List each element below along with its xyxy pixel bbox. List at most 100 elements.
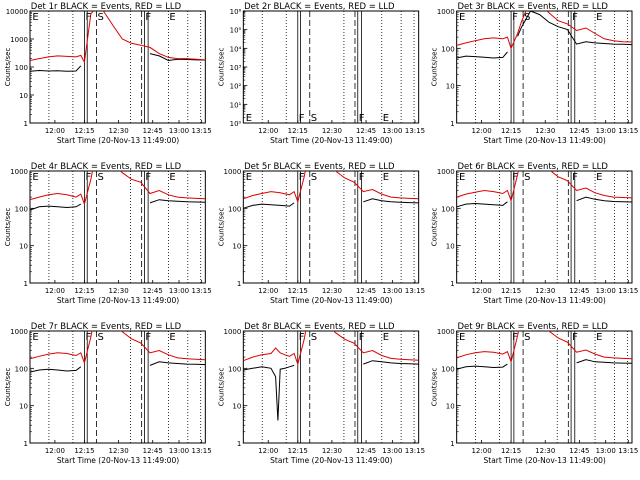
y-axis-label: Counts/sec xyxy=(217,48,225,87)
panel-title: Det 6r BLACK = Events, RED = LLD xyxy=(457,162,608,172)
phase-marker: F xyxy=(85,332,91,343)
y-tick-label: 1000 xyxy=(224,328,242,336)
x-tick-label: 12:15 xyxy=(501,287,521,295)
x-tick-label: 12:45 xyxy=(356,127,376,135)
series-lld-line xyxy=(30,331,206,365)
series-events-line xyxy=(243,360,419,421)
phase-marker: S xyxy=(311,113,317,124)
x-tick-label: 12:00 xyxy=(471,287,491,295)
x-axis-label: Start Time (20-Nov-13 11:49:00) xyxy=(484,296,606,305)
phase-marker: F xyxy=(299,113,305,124)
y-tick-label: 10⁰ xyxy=(230,120,242,128)
phase-marker: S xyxy=(97,12,103,23)
y-tick-label: 10² xyxy=(230,83,242,91)
series-events-line xyxy=(30,53,206,72)
series-events-line xyxy=(243,198,419,209)
x-tick-label: 12:00 xyxy=(258,287,278,295)
phase-marker: E xyxy=(169,12,175,23)
y-tick-label: 10 xyxy=(446,403,455,411)
x-tick-label: 12:00 xyxy=(471,127,491,135)
x-tick-label: 12:30 xyxy=(108,447,128,455)
y-axis-label: Counts/sec xyxy=(431,208,439,247)
y-tick-label: 10 xyxy=(19,92,28,100)
phase-marker: E xyxy=(383,172,389,183)
series-events-line xyxy=(456,196,632,208)
y-axis-label: Counts/sec xyxy=(217,368,225,407)
y-tick-label: 1000 xyxy=(10,328,28,336)
x-tick-label: 13:15 xyxy=(618,127,638,135)
x-tick-label: 12:30 xyxy=(535,447,555,455)
panel-title: Det 4r BLACK = Events, RED = LLD xyxy=(31,162,182,172)
x-tick-label: 12:30 xyxy=(108,287,128,295)
phase-marker: F xyxy=(359,172,365,183)
y-tick-label: 10 xyxy=(19,403,28,411)
phase-marker: F xyxy=(572,12,578,23)
y-tick-label: 100 xyxy=(15,64,28,72)
x-tick-label: 12:45 xyxy=(143,127,163,135)
y-tick-label: 1 xyxy=(24,280,28,288)
phase-marker: S xyxy=(97,172,103,183)
y-tick-label: 1 xyxy=(450,440,454,448)
phase-marker: F xyxy=(145,12,151,23)
phase-marker: E xyxy=(32,172,38,183)
y-axis-label: Counts/sec xyxy=(431,48,439,87)
panel-det-9: Det 9r BLACK = Events, RED = LLD 1 10 100 10… xyxy=(431,322,639,465)
x-tick-label: 12:45 xyxy=(143,287,163,295)
phase-marker: E xyxy=(596,12,602,23)
x-tick-label: 13:15 xyxy=(405,127,425,135)
y-tick-label: 10¹ xyxy=(230,101,242,109)
x-tick-label: 13:15 xyxy=(405,447,425,455)
y-tick-label: 10⁵ xyxy=(230,27,242,35)
y-tick-label: 1 xyxy=(237,440,241,448)
panel-det-4: Det 4r BLACK = Events, RED = LLD 1 10 100 10… xyxy=(4,162,212,305)
x-tick-label: 12:30 xyxy=(535,287,555,295)
y-axis-label: Counts/sec xyxy=(4,48,12,87)
x-tick-label: 12:30 xyxy=(108,127,128,135)
panel-title: Det 8r BLACK = Events, RED = LLD xyxy=(244,322,395,332)
x-tick-label: 12:30 xyxy=(322,127,342,135)
panel-det-6: Det 6r BLACK = Events, RED = LLD 1 10 100 10… xyxy=(431,162,639,305)
y-tick-label: 100 xyxy=(15,205,28,213)
series-lld-line xyxy=(456,11,632,50)
phase-marker: E xyxy=(383,113,389,124)
panel-det-2: Det 2r BLACK = Events, RED = LLD 10⁰ 10¹ 10… xyxy=(217,2,425,145)
x-tick-label: 12:45 xyxy=(143,447,163,455)
phase-marker: E xyxy=(32,332,38,343)
x-tick-label: 12:45 xyxy=(569,447,589,455)
panel-det-1: Det 1r BLACK = Events, RED = LLD 1 10 100 10… xyxy=(4,2,212,145)
phase-marker: E xyxy=(459,332,465,343)
x-tick-label: 12:15 xyxy=(74,287,94,295)
panel-title: Det 2r BLACK = Events, RED = LLD xyxy=(244,2,395,12)
series-lld-line xyxy=(30,11,206,64)
y-tick-label: 10³ xyxy=(230,64,242,72)
x-tick-label: 12:00 xyxy=(45,447,65,455)
x-tick-label: 13:00 xyxy=(382,127,402,135)
y-tick-label: 100 xyxy=(228,205,241,213)
phase-marker: S xyxy=(311,172,317,183)
x-tick-label: 12:00 xyxy=(45,287,65,295)
x-tick-label: 12:30 xyxy=(322,447,342,455)
panel-det-5: Det 5r BLACK = Events, RED = LLD 1 10 100 10… xyxy=(217,162,425,305)
x-axis-label: Start Time (20-Nov-13 11:49:00) xyxy=(484,456,606,465)
phase-marker: E xyxy=(246,172,252,183)
phase-marker: E xyxy=(246,113,252,124)
y-tick-label: 100 xyxy=(441,365,454,373)
x-tick-label: 12:00 xyxy=(45,127,65,135)
x-tick-label: 13:00 xyxy=(169,287,189,295)
x-tick-label: 12:15 xyxy=(501,447,521,455)
x-tick-label: 12:45 xyxy=(569,127,589,135)
phase-marker: S xyxy=(311,332,317,343)
series-lld-line xyxy=(243,331,419,366)
phase-marker: F xyxy=(512,172,518,183)
y-tick-label: 1 xyxy=(450,120,454,128)
y-tick-label: 100 xyxy=(15,365,28,373)
x-tick-label: 12:45 xyxy=(356,287,376,295)
phase-marker: E xyxy=(459,12,465,23)
x-tick-label: 12:30 xyxy=(535,127,555,135)
x-axis-label: Start Time (20-Nov-13 11:49:00) xyxy=(57,456,179,465)
axes-frame xyxy=(29,170,206,284)
series-lld-line xyxy=(456,171,632,203)
x-tick-label: 12:15 xyxy=(74,127,94,135)
phase-marker: F xyxy=(85,12,91,23)
